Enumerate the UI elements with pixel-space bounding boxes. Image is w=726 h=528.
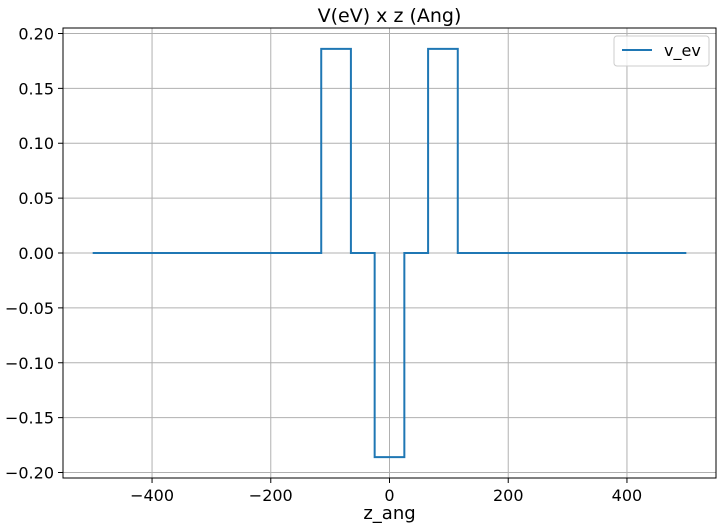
legend-label-v_ev: v_ev	[664, 41, 701, 61]
y-tick-label: −0.05	[5, 299, 54, 318]
x-tick-label: −400	[130, 486, 174, 505]
legend-box	[613, 35, 710, 67]
y-tick-label: 0.20	[18, 24, 54, 43]
series-layer	[92, 47, 687, 459]
x-tick-label: 200	[493, 486, 524, 505]
y-tick-label: −0.20	[5, 464, 54, 483]
series-line-v_ev	[92, 47, 687, 459]
x-tick-label: 400	[612, 486, 643, 505]
legend: v_ev	[613, 35, 710, 67]
x-tick-label: −200	[249, 486, 293, 505]
x-axis-label: z_ang	[363, 503, 415, 524]
y-tick-label: 0.00	[18, 244, 54, 263]
chart-title: V(eV) x z (Ang)	[318, 5, 462, 27]
y-tick-label: 0.10	[18, 134, 54, 153]
ticks: −400 −200 0 200 400 −0.20 −0.15 −0.10 −0.05 0.00 0…	[5, 24, 642, 505]
y-tick-label: −0.15	[5, 409, 54, 428]
y-tick-label: 0.15	[18, 79, 54, 98]
y-tick-label: −0.10	[5, 354, 54, 373]
y-tick-label: 0.05	[18, 189, 54, 208]
x-tick-label: 0	[384, 486, 394, 505]
